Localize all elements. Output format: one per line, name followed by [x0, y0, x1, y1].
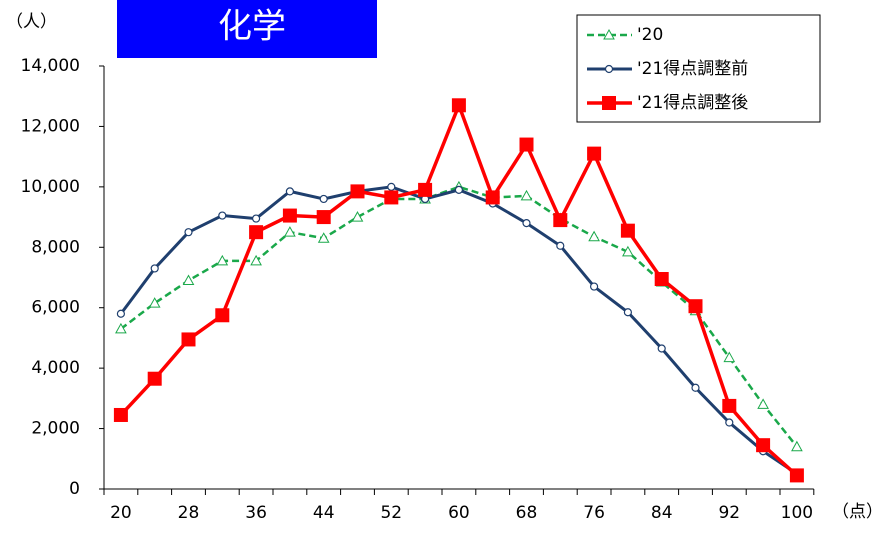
- marker: [384, 190, 399, 205]
- x-tick-label: 28: [178, 503, 200, 523]
- marker: [282, 208, 297, 223]
- marker: [284, 226, 296, 237]
- y-tick-label: 4,000: [31, 358, 80, 378]
- marker: [147, 371, 162, 386]
- marker: [182, 274, 195, 286]
- marker: [184, 228, 193, 237]
- marker: [756, 438, 771, 453]
- marker: [181, 332, 196, 347]
- legend-label: '20: [637, 25, 663, 45]
- marker: [150, 264, 159, 273]
- marker: [603, 28, 615, 40]
- x-tick-label: 36: [245, 503, 267, 523]
- marker: [723, 351, 736, 363]
- marker: [115, 322, 127, 334]
- marker: [553, 213, 568, 228]
- marker: [688, 299, 703, 314]
- marker: [116, 309, 126, 318]
- y-tick-label: 10,000: [21, 177, 80, 197]
- marker: [215, 308, 230, 323]
- y-tick-label: 2,000: [31, 419, 80, 439]
- marker: [522, 219, 531, 228]
- y-tick-label: 8,000: [31, 237, 80, 257]
- x-tick-label: 84: [651, 503, 673, 523]
- marker: [218, 211, 227, 220]
- x-tick-label: 60: [448, 503, 470, 523]
- marker: [654, 272, 669, 287]
- x-tick-label: 76: [583, 503, 605, 523]
- marker: [588, 230, 600, 242]
- x-unit: （点）: [832, 502, 881, 522]
- marker: [451, 98, 466, 113]
- marker: [519, 137, 534, 152]
- marker: [252, 214, 261, 223]
- marker: [691, 383, 700, 392]
- y-unit: （人）: [6, 12, 57, 32]
- x-tick-label: 20: [110, 503, 132, 523]
- series-line: [119, 185, 798, 476]
- marker: [148, 297, 161, 308]
- marker: [418, 182, 433, 197]
- x-tick-label: 68: [516, 503, 538, 523]
- x-tick-label: 52: [380, 503, 402, 523]
- marker: [485, 190, 500, 205]
- marker: [791, 440, 803, 452]
- y-tick-label: 14,000: [21, 56, 80, 76]
- x-tick-label: 100: [781, 503, 813, 523]
- marker: [319, 194, 328, 204]
- marker: [387, 182, 396, 191]
- series-line: [119, 100, 799, 477]
- marker: [556, 241, 565, 250]
- marker: [757, 398, 769, 409]
- x-tick-label: 92: [718, 503, 740, 523]
- marker: [623, 308, 633, 317]
- marker: [725, 418, 734, 427]
- marker: [722, 398, 737, 413]
- marker: [250, 254, 262, 266]
- marker: [789, 468, 804, 483]
- marker: [454, 185, 463, 194]
- marker: [316, 210, 331, 225]
- marker: [113, 407, 128, 422]
- marker: [351, 211, 364, 222]
- marker: [317, 232, 330, 243]
- marker: [604, 64, 614, 74]
- marker: [602, 96, 616, 110]
- x-tick-label: 44: [313, 503, 335, 523]
- marker: [520, 189, 533, 201]
- title-box: [117, 0, 377, 58]
- marker: [589, 282, 599, 291]
- marker: [657, 344, 666, 353]
- marker: [216, 254, 229, 266]
- y-tick-label: 0: [69, 479, 80, 499]
- marker: [285, 187, 294, 196]
- series-line: [120, 185, 798, 448]
- marker: [249, 225, 264, 240]
- marker: [622, 245, 634, 257]
- legend-label: '21得点調整後: [637, 93, 748, 113]
- chart-title: 化学: [218, 7, 286, 47]
- marker: [587, 146, 602, 161]
- y-tick-label: 12,000: [21, 116, 80, 136]
- legend-label: '21得点調整前: [637, 59, 748, 79]
- y-tick-label: 6,000: [31, 298, 80, 318]
- marker: [350, 184, 365, 199]
- marker: [620, 223, 635, 238]
